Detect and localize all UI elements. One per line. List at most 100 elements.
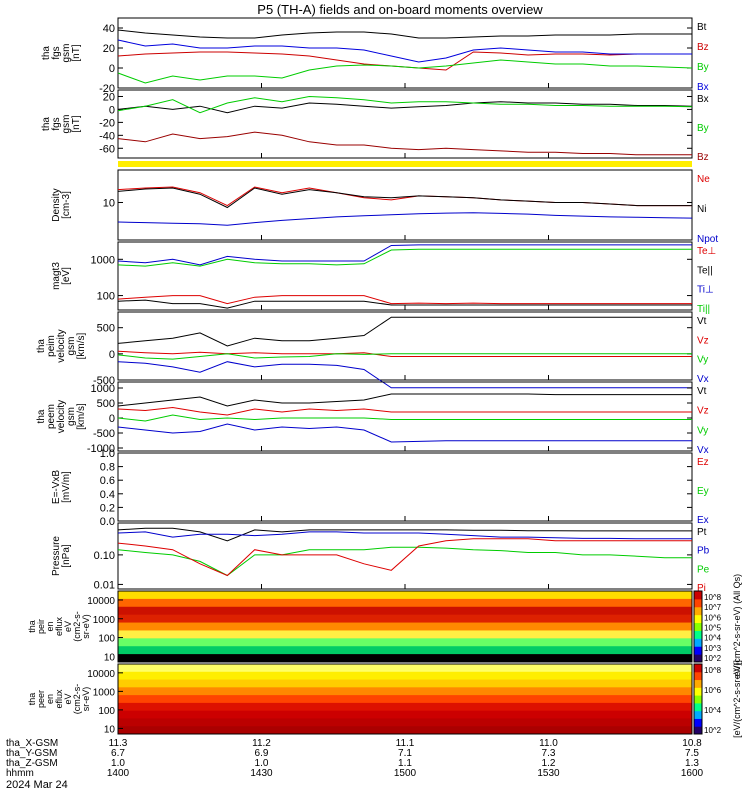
legend-Vz: Vz: [697, 335, 709, 346]
y-tick-label: 0: [109, 63, 115, 75]
series-line-Pe: [117, 546, 692, 577]
y-tick-label: 20: [103, 91, 115, 103]
y-tick-label: -500: [93, 375, 115, 387]
chart-title: P5 (TH-A) fields and on-board moments ov…: [257, 2, 543, 17]
series-line-Ni: [117, 187, 692, 209]
ephemeris-value: 1.0: [111, 758, 125, 769]
legend-Ni: Ni: [697, 204, 706, 215]
ephemeris-value: 7.5: [685, 748, 699, 759]
colorbar-cell: [694, 664, 702, 673]
y-tick-label: 100: [98, 706, 115, 717]
ephemeris-value: 6.7: [111, 748, 125, 759]
panel-frame: [117, 452, 693, 522]
y-axis-label: eV: [63, 621, 73, 632]
series-line-Pi: [117, 538, 692, 577]
y-axis-label: gsm: [66, 337, 77, 356]
ephemeris-value: 11.2: [252, 738, 271, 749]
spectrogram-band: [118, 630, 692, 639]
colorbar-cell: [694, 695, 702, 704]
ephemeris-value: 1.3: [685, 758, 699, 769]
y-tick-label: 40: [103, 23, 115, 35]
ephemeris-label: hhmm: [6, 768, 34, 779]
spectrogram-frame: [117, 590, 693, 663]
legend-Vt: Vt: [697, 316, 707, 327]
ephemeris-value: 1.2: [542, 758, 556, 769]
series-line-Pb: [117, 531, 692, 540]
panel-frame: [117, 17, 693, 89]
y-tick-label: 0.10: [94, 550, 115, 562]
panel-frame: [117, 311, 693, 381]
ephemeris-value: 11.0: [539, 738, 558, 749]
panel-3: 10 Density [cm-3] Ne Ni Npot: [51, 169, 718, 245]
panel-5: 500 0 -500 tha peim velocity gsm [km/s] Vt Vz Vy Vx: [36, 311, 709, 389]
y-tick-label: 500: [97, 398, 115, 410]
colorbar-cell: [694, 591, 702, 600]
ephemeris-value: 11.1: [396, 738, 415, 749]
ephemeris-value: 7.3: [542, 748, 556, 759]
colorbar-cell: [694, 598, 702, 608]
spectrogram-band: [118, 638, 692, 647]
y-axis-label: fgs: [51, 46, 62, 59]
spectrogram-band: [118, 718, 692, 727]
time-axis-block: 2024 Mar 24 tha_X-GSM 11.3 11.2 11.1 11.0 10.…: [6, 738, 704, 791]
spectrogram-band: [118, 664, 692, 673]
series-line-Bx: [117, 101, 693, 114]
colorbar-tick-label: 10^7: [704, 603, 722, 612]
ephemeris-label: tha_X-GSM: [6, 738, 58, 749]
y-axis-label: E=-VxB: [51, 470, 62, 505]
colorbar-cell: [694, 687, 702, 696]
y-tick-label: 0.01: [94, 579, 115, 591]
ephemeris-value: 10.8: [682, 738, 702, 749]
series-line-Te⊥: [117, 295, 692, 305]
colorbar-label: [eV/(cm^2-s-sr-eV)]: [732, 660, 742, 738]
legend-By: By: [697, 62, 709, 73]
colorbar-cell: [694, 606, 702, 616]
series-line-Vz: [117, 406, 692, 416]
spectrogram-frame: [117, 663, 693, 735]
colorbar-cell: [694, 654, 702, 663]
legend-Pi: Pi: [697, 583, 706, 594]
spectrogram-band: [118, 591, 692, 600]
y-tick-label: 10: [103, 197, 115, 209]
colorbar-frame: [693, 663, 703, 735]
panel-1: 40 20 0 -20 tha fgs gsm [nT] Bt Bz By Bx: [41, 17, 709, 95]
y-tick-label: 0: [109, 349, 115, 361]
legend-Vy: Vy: [697, 425, 708, 436]
series-line-Ti⊥: [117, 244, 692, 266]
y-tick-label: 0: [109, 104, 115, 116]
y-axis-label: tha: [41, 117, 52, 131]
panel-frame: [117, 169, 693, 241]
spectrogram-2: 10000 1000 100 10 tha peer en eflux eV (cm2-s-sr-…: [27, 660, 742, 738]
legend-By: By: [697, 123, 709, 134]
status-bar: [118, 161, 692, 167]
colorbar-tick-label: 10^2: [704, 726, 722, 735]
colorbar-tick-label: 10^4: [704, 706, 722, 715]
series-line-Vy: [117, 353, 692, 360]
ephemeris-value: 6.9: [255, 748, 269, 759]
y-axis-label: Density: [51, 188, 62, 221]
legend-Ey: Ey: [697, 486, 709, 497]
y-axis-label: [km/s]: [76, 403, 87, 430]
colorbar-cell: [694, 726, 702, 735]
y-tick-label: 0.4: [100, 489, 115, 501]
panel-8: 0.10 0.01 Pressure [nPa] Pt Pb Pe Pi: [51, 522, 710, 594]
y-tick-label: 0.8: [100, 462, 115, 474]
series-line-By: [117, 59, 693, 84]
y-axis-label: eV: [63, 693, 73, 704]
panel-7: 1.0 0.80.6 0.40.2 0.0 E=-VxB [mV/m] Ez Ey Ex: [51, 448, 709, 528]
colorbar-cell: [694, 702, 702, 712]
series-line-Bx: [117, 39, 692, 63]
y-axis-label: eflux: [54, 689, 64, 709]
colorbar-cell: [694, 671, 702, 681]
y-axis-label: sr-eV): [81, 614, 91, 639]
legend-Te⊥: Te⊥: [697, 246, 716, 257]
legend-Bz: Bz: [697, 42, 709, 53]
legend-Vz: Vz: [697, 406, 709, 417]
y-tick-label: 500: [97, 323, 115, 335]
y-axis-label: en: [45, 694, 55, 704]
spectrogram-1: 10000 1000 100 10 tha peir en eflux eV (cm2-s-sr-…: [27, 574, 742, 679]
series-line-Pt: [117, 527, 692, 542]
spectrogram-band: [118, 726, 692, 735]
